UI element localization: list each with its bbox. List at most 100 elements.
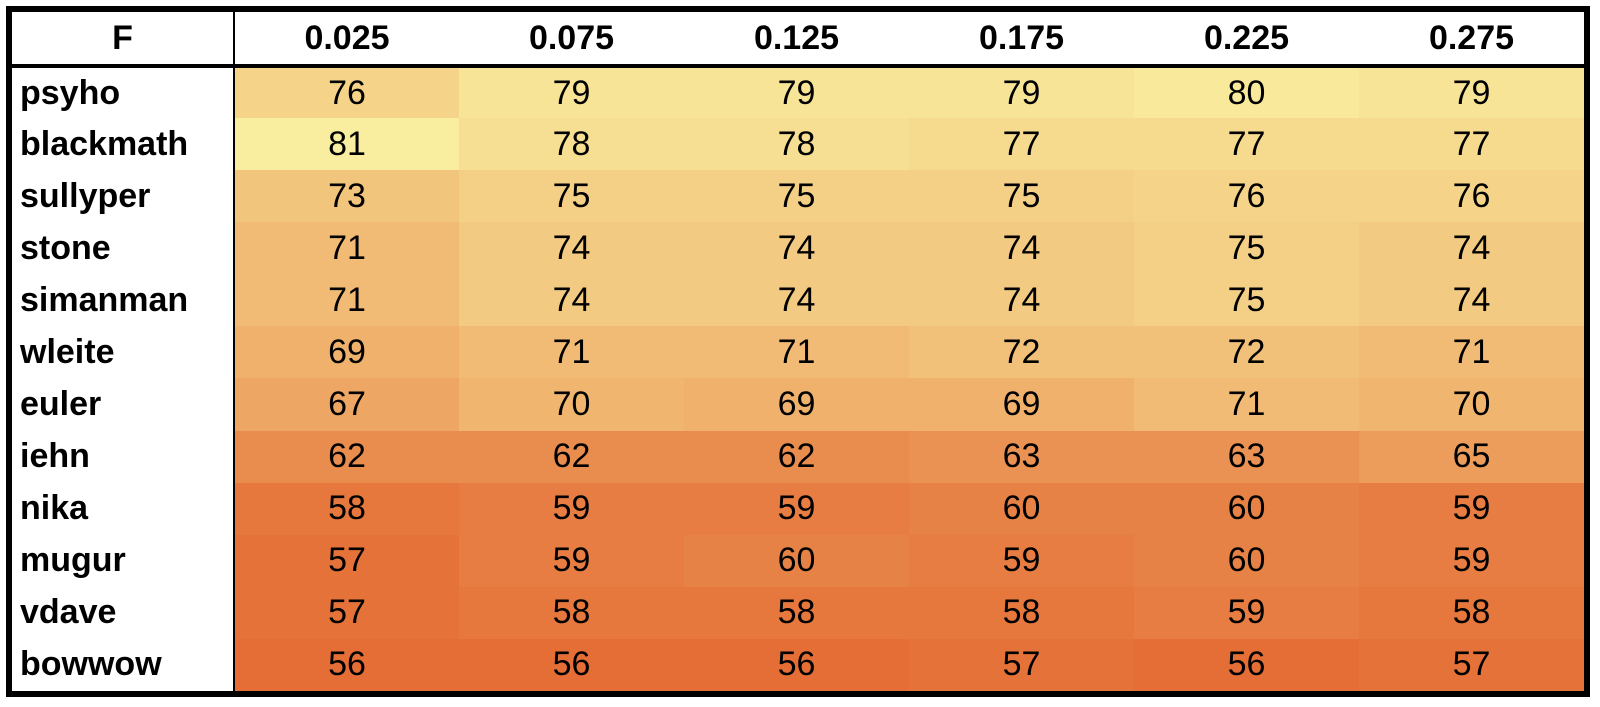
heatmap-cell: 63 [1134,430,1359,483]
heatmap-cell: 79 [684,66,909,119]
heatmap-cell: 79 [909,66,1134,119]
row-label: nika [12,482,235,535]
table-row: psyho 76 79 79 79 80 79 [12,66,1584,119]
table-row: mugur 57 59 60 59 60 59 [12,534,1584,587]
heatmap-cell: 57 [1359,638,1584,691]
column-header: 0.025 [234,12,459,68]
heatmap-cell: 75 [1134,274,1359,327]
heatmap-cell: 69 [684,378,909,431]
heatmap-cell: 75 [684,170,909,223]
row-label: iehn [12,430,235,483]
heatmap-cell: 78 [459,118,684,171]
heatmap-cell: 69 [909,378,1134,431]
heatmap-cell: 59 [459,482,684,535]
heatmap-cell: 80 [1134,66,1359,119]
heatmap-cell: 58 [459,586,684,639]
table-row: sullyper 73 75 75 75 76 76 [12,170,1584,223]
heatmap-cell: 74 [459,222,684,275]
row-label: stone [12,222,235,275]
table-row: wleite 69 71 71 72 72 71 [12,326,1584,379]
heatmap-table-frame: F 0.025 0.075 0.125 0.175 0.225 0.275 psyho 76… [6,6,1590,697]
table-row: bowwow 56 56 56 57 56 57 [12,638,1584,691]
heatmap-cell: 59 [1134,586,1359,639]
heatmap-cell: 62 [684,430,909,483]
heatmap-cell: 56 [459,638,684,691]
row-label: sullyper [12,170,235,223]
column-header: 0.275 [1359,12,1584,68]
heatmap-cell: 59 [909,534,1134,587]
corner-label: F [12,12,235,68]
heatmap-cell: 60 [1134,534,1359,587]
heatmap-cell: 57 [234,534,459,587]
column-header: 0.175 [909,12,1134,68]
heatmap-cell: 70 [459,378,684,431]
heatmap-cell: 77 [1134,118,1359,171]
heatmap-cell: 79 [459,66,684,119]
heatmap-cell: 74 [459,274,684,327]
heatmap-cell: 71 [1134,378,1359,431]
row-label: mugur [12,534,235,587]
heatmap-cell: 75 [1134,222,1359,275]
heatmap-cell: 74 [1359,222,1584,275]
row-label: vdave [12,586,235,639]
heatmap-cell: 58 [234,482,459,535]
heatmap-cell: 79 [1359,66,1584,119]
heatmap-cell: 59 [1359,534,1584,587]
heatmap-cell: 56 [234,638,459,691]
heatmap-cell: 74 [1359,274,1584,327]
row-label: psyho [12,66,235,119]
heatmap-cell: 81 [234,118,459,171]
heatmap-cell: 71 [234,274,459,327]
heatmap-cell: 60 [909,482,1134,535]
heatmap-cell: 59 [1359,482,1584,535]
heatmap-cell: 71 [1359,326,1584,379]
row-label: bowwow [12,638,235,691]
heatmap-cell: 69 [234,326,459,379]
heatmap-cell: 62 [234,430,459,483]
heatmap-cell: 56 [1134,638,1359,691]
heatmap-cell: 67 [234,378,459,431]
heatmap-cell: 56 [684,638,909,691]
heatmap-cell: 77 [1359,118,1584,171]
row-label: simanman [12,274,235,327]
row-label: euler [12,378,235,431]
heatmap-cell: 60 [684,534,909,587]
column-header: 0.075 [459,12,684,68]
heatmap-cell: 76 [1134,170,1359,223]
heatmap-cell: 73 [234,170,459,223]
heatmap-cell: 71 [234,222,459,275]
heatmap-cell: 78 [684,118,909,171]
heatmap-cell: 77 [909,118,1134,171]
heatmap-body: psyho 76 79 79 79 80 79 blackmath 81 78 78 77 77 77 su… [12,66,1584,691]
heatmap-cell: 76 [234,66,459,119]
heatmap-cell: 74 [909,274,1134,327]
heatmap-cell: 71 [459,326,684,379]
heatmap-cell: 65 [1359,430,1584,483]
heatmap-cell: 59 [684,482,909,535]
heatmap-cell: 59 [459,534,684,587]
heatmap-cell: 74 [909,222,1134,275]
header-row: F 0.025 0.075 0.125 0.175 0.225 0.275 [12,12,1584,68]
table-row: stone 71 74 74 74 75 74 [12,222,1584,275]
row-label: wleite [12,326,235,379]
heatmap-cell: 75 [909,170,1134,223]
heatmap-cell: 57 [909,638,1134,691]
table-row: euler 67 70 69 69 71 70 [12,378,1584,431]
heatmap-cell: 58 [909,586,1134,639]
table-row: vdave 57 58 58 58 59 58 [12,586,1584,639]
heatmap-cell: 62 [459,430,684,483]
heatmap-cell: 76 [1359,170,1584,223]
heatmap-cell: 74 [684,222,909,275]
heatmap-cell: 63 [909,430,1134,483]
table-row: blackmath 81 78 78 77 77 77 [12,118,1584,171]
heatmap-table: F 0.025 0.075 0.125 0.175 0.225 0.275 psyho 76… [12,12,1584,691]
table-row: nika 58 59 59 60 60 59 [12,482,1584,535]
heatmap-cell: 75 [459,170,684,223]
heatmap-cell: 72 [909,326,1134,379]
heatmap-cell: 74 [684,274,909,327]
heatmap-cell: 58 [1359,586,1584,639]
table-row: iehn 62 62 62 63 63 65 [12,430,1584,483]
heatmap-cell: 72 [1134,326,1359,379]
heatmap-cell: 71 [684,326,909,379]
heatmap-cell: 60 [1134,482,1359,535]
